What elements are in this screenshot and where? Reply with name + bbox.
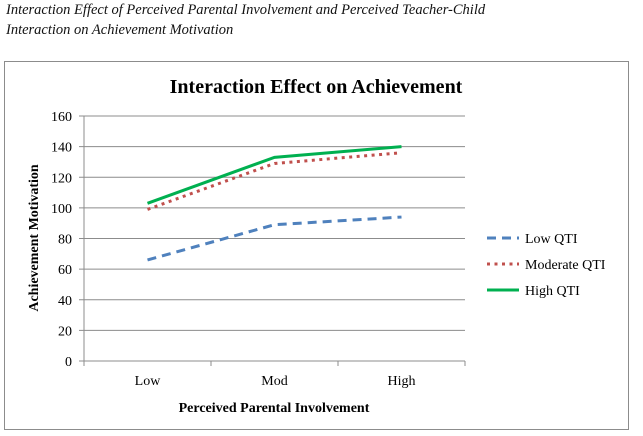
chart-frame — [4, 61, 629, 430]
legend-label-high-qti: High QTI — [525, 284, 580, 299]
x-tick-label-low: Low — [135, 374, 162, 389]
y-tick-label: 100 — [51, 202, 72, 217]
x-tick-label-high: High — [388, 374, 416, 389]
y-tick-label: 40 — [58, 294, 72, 309]
legend: Low QTI Moderate QTI High QTI — [487, 232, 606, 299]
y-tick-label: 120 — [51, 171, 72, 186]
legend-label-low-qti: Low QTI — [525, 232, 578, 247]
series-line-low-qti — [147, 215, 402, 262]
y-tick-label: 140 — [51, 141, 72, 156]
y-tick-labels: 0 20 40 60 80 100 120 140 160 — [51, 110, 72, 370]
y-axis-title: Achievement Motivation — [27, 164, 42, 312]
y-tick-label: 60 — [58, 263, 72, 278]
y-tick-label: 160 — [51, 110, 72, 125]
y-tick-label: 80 — [58, 233, 72, 248]
x-axis-title: Perceived Parental Involvement — [179, 401, 370, 416]
series-lines — [146, 145, 402, 262]
grid-lines — [84, 115, 465, 331]
x-tick-label-mod: Mod — [261, 374, 287, 389]
y-tick-label: 0 — [65, 355, 72, 370]
y-tick-label: 20 — [58, 324, 72, 339]
series-line-moderate-qti — [146, 151, 402, 211]
caption-line-2: Interaction on Achievement Motivation — [6, 22, 234, 38]
series-line-high-qti — [146, 145, 402, 205]
figure-caption: Interaction Effect of Perceived Parental… — [6, 0, 626, 40]
chart-title: Interaction Effect on Achievement — [170, 76, 463, 98]
legend-label-moderate-qti: Moderate QTI — [525, 258, 606, 273]
axes — [79, 115, 466, 366]
x-tick-labels: Low Mod High — [135, 374, 416, 389]
caption-line-1: Interaction Effect of Perceived Parental… — [6, 2, 486, 18]
